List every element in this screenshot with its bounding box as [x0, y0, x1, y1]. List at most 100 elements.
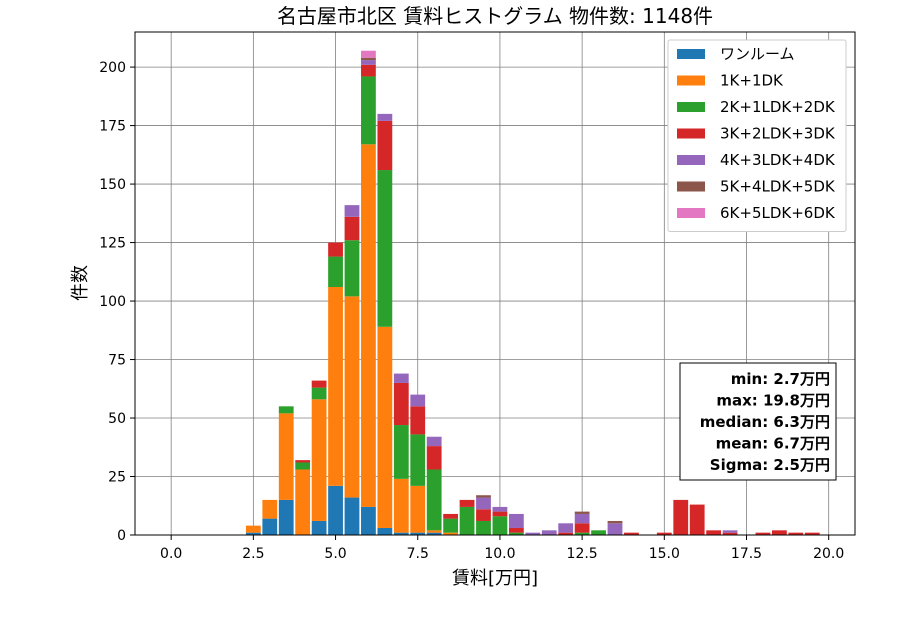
bar-3-bin-4 — [311, 380, 327, 388]
bar-2-bin-7 — [361, 76, 376, 145]
bar-3-bin-20 — [574, 523, 590, 533]
legend-label-6: 6K+5LDK+6DK — [720, 204, 836, 222]
y-axis-label: 件数 — [70, 265, 91, 301]
legend-swatch-3 — [677, 128, 705, 139]
bar-0-bin-0 — [245, 532, 261, 535]
bar-4-bin-18 — [541, 530, 557, 535]
bar-3-bin-25 — [656, 532, 672, 535]
bar-0-bin-11 — [426, 532, 442, 535]
bar-1-bin-11 — [426, 530, 442, 533]
bar-4-bin-20 — [574, 513, 590, 524]
legend-swatch-5 — [677, 181, 705, 192]
x-tick-label-1: 2.5 — [242, 546, 264, 562]
bar-4-bin-11 — [426, 436, 442, 447]
stats-frame — [679, 362, 837, 481]
legend-label-3: 3K+2LDK+3DK — [720, 125, 836, 143]
bar-1-bin-0 — [245, 525, 261, 533]
bar-2-bin-9 — [393, 425, 409, 479]
bar-2-bin-3 — [295, 462, 311, 470]
x-tick-label-3: 7.5 — [407, 546, 429, 562]
bar-4-bin-22 — [607, 523, 623, 535]
legend: ワンルーム 1K+1DK 2K+1LDK+2DK 3K+2LDK+3DK 4K+3LDK… — [667, 39, 847, 232]
x-tick-label-5: 12.5 — [567, 546, 598, 562]
stats-line-1: max: 19.8万円 — [716, 392, 830, 410]
bar-3-bin-32 — [771, 530, 787, 535]
bar-1-bin-8 — [377, 326, 393, 528]
bar-5-bin-7 — [361, 57, 376, 61]
x-axis-label: 賃料[万円] — [452, 568, 538, 589]
bar-4-bin-8 — [377, 113, 393, 121]
bar-3-bin-27 — [689, 504, 705, 535]
legend-label-2: 2K+1LDK+2DK — [720, 98, 836, 116]
bar-3-bin-29 — [722, 532, 738, 535]
legend-label-1: 1K+1DK — [720, 72, 784, 90]
stats-line-0: min: 2.7万円 — [731, 370, 830, 388]
x-tick-label-2: 5.0 — [324, 546, 346, 562]
stats-line-4: Sigma: 2.5万円 — [710, 456, 830, 474]
y-tick-label-8: 200 — [99, 60, 126, 76]
bar-2-bin-20 — [574, 532, 590, 535]
x-tick-label-7: 17.5 — [731, 546, 762, 562]
bar-2-bin-2 — [278, 406, 294, 414]
bar-0-bin-5 — [328, 485, 343, 535]
bar-1-bin-1 — [262, 499, 278, 519]
bar-3-bin-33 — [788, 532, 804, 535]
bar-0-bin-7 — [361, 506, 376, 535]
bar-3-bin-34 — [804, 532, 820, 535]
bar-2-bin-6 — [344, 240, 360, 297]
bar-2-bin-12 — [443, 518, 459, 533]
y-tick-label-7: 175 — [99, 119, 126, 135]
bar-1-bin-3 — [295, 469, 311, 535]
bar-4-bin-14 — [476, 497, 491, 510]
bar-3-bin-11 — [426, 446, 442, 470]
bar-0-bin-1 — [262, 518, 278, 535]
bar-3-bin-10 — [410, 406, 426, 435]
y-tick-label-1: 25 — [108, 470, 126, 486]
bar-2-bin-8 — [377, 170, 393, 327]
bar-1-bin-6 — [344, 296, 360, 498]
bar-3-bin-19 — [558, 532, 574, 535]
bar-1-bin-5 — [328, 287, 343, 486]
bar-0-bin-8 — [377, 527, 393, 535]
bar-3-bin-9 — [393, 382, 409, 426]
bar-0-bin-4 — [311, 520, 327, 535]
bar-1-bin-10 — [410, 485, 426, 533]
x-tick-label-8: 20.0 — [813, 546, 844, 562]
legend-frame — [667, 39, 847, 232]
y-tick-label-2: 50 — [108, 411, 126, 427]
bar-4-bin-6 — [344, 205, 360, 217]
bar-5-bin-14 — [476, 495, 491, 498]
bar-0-bin-2 — [278, 499, 294, 535]
histogram-bars — [245, 50, 820, 535]
legend-label-0: ワンルーム — [720, 45, 795, 63]
bar-2-bin-5 — [328, 256, 343, 288]
bar-0-bin-6 — [344, 497, 360, 535]
bar-4-bin-16 — [508, 513, 524, 528]
legend-swatch-6 — [677, 208, 705, 218]
bar-1-bin-12 — [443, 532, 459, 535]
legend-label-5: 5K+4LDK+5DK — [720, 178, 836, 196]
x-tick-label-4: 10.0 — [484, 546, 515, 562]
bar-2-bin-14 — [476, 520, 491, 535]
bar-3-bin-31 — [755, 532, 771, 535]
y-tick-label-6: 150 — [99, 177, 126, 193]
legend-label-4: 4K+3LDK+4DK — [720, 151, 836, 169]
y-tick-label-3: 75 — [108, 353, 126, 369]
bar-4-bin-10 — [410, 394, 426, 407]
stats-line-3: mean: 6.7万円 — [716, 435, 830, 453]
x-tick-label-6: 15.0 — [649, 546, 680, 562]
bar-1-bin-2 — [278, 413, 294, 500]
y-tick-label-4: 100 — [99, 294, 126, 310]
y-axis-ticks: 0 25 50 75 100 125 150 175 200 — [99, 60, 135, 544]
bar-1-bin-4 — [311, 399, 327, 521]
x-tick-label-0: 0.0 — [160, 546, 182, 562]
bar-3-bin-15 — [492, 511, 508, 517]
stats-line-2: median: 6.3万円 — [700, 413, 830, 431]
chart-title: 名古屋市北区 賃料ヒストグラム 物件数: 1148件 — [277, 4, 713, 28]
bar-5-bin-22 — [607, 520, 623, 524]
bar-6-bin-7 — [361, 50, 376, 58]
bar-1-bin-7 — [361, 144, 376, 507]
bar-2-bin-10 — [410, 434, 426, 486]
bar-3-bin-12 — [443, 513, 459, 519]
